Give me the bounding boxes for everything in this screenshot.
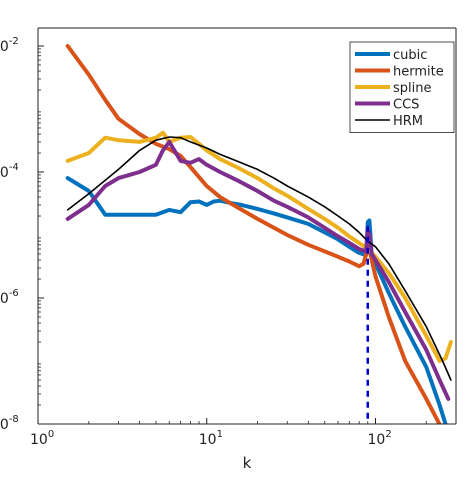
tick-labels: 10010110210-210-410-610-8k <box>0 36 392 472</box>
y-tick-base: 10 <box>0 165 9 181</box>
series-line-cubic <box>65 176 448 424</box>
y-tick-exponent: -4 <box>9 162 19 173</box>
x-tick-base: 10 <box>30 432 48 448</box>
y-tick-label: 10-2 <box>0 36 19 55</box>
x-axis-title: k <box>243 454 252 472</box>
y-tick-label: 10-6 <box>0 288 19 307</box>
y-tick-exponent: -2 <box>9 36 19 47</box>
series-line-ccs <box>65 139 451 401</box>
x-tick-exponent: 1 <box>217 429 223 440</box>
series-layer <box>65 44 453 424</box>
x-tick-base: 10 <box>199 432 217 448</box>
y-tick-label: 10-8 <box>0 414 19 433</box>
legend-label-spline: spline <box>393 81 432 96</box>
x-tick-exponent: 2 <box>385 429 391 440</box>
x-tick-base: 10 <box>367 432 385 448</box>
x-tick-label: 102 <box>367 429 391 448</box>
axes-layer <box>37 27 457 425</box>
legend-label-hrm: HRM <box>393 114 423 129</box>
legend-label-hermite: hermite <box>393 65 444 80</box>
series-line-spline <box>65 130 453 363</box>
y-tick-base: 10 <box>0 39 9 55</box>
legend-label-cubic: cubic <box>393 48 427 63</box>
y-tick-exponent: -6 <box>9 288 19 299</box>
y-tick-base: 10 <box>0 417 9 433</box>
x-tick-exponent: 0 <box>48 429 54 440</box>
x-tick-label: 100 <box>30 429 54 448</box>
y-tick-base: 10 <box>0 291 9 307</box>
series-line-hrm <box>66 136 452 381</box>
legend-label-ccs: CCS <box>393 98 419 113</box>
y-tick-label: 10-4 <box>0 162 19 181</box>
y-tick-exponent: -8 <box>9 414 19 425</box>
x-tick-label: 101 <box>199 429 223 448</box>
